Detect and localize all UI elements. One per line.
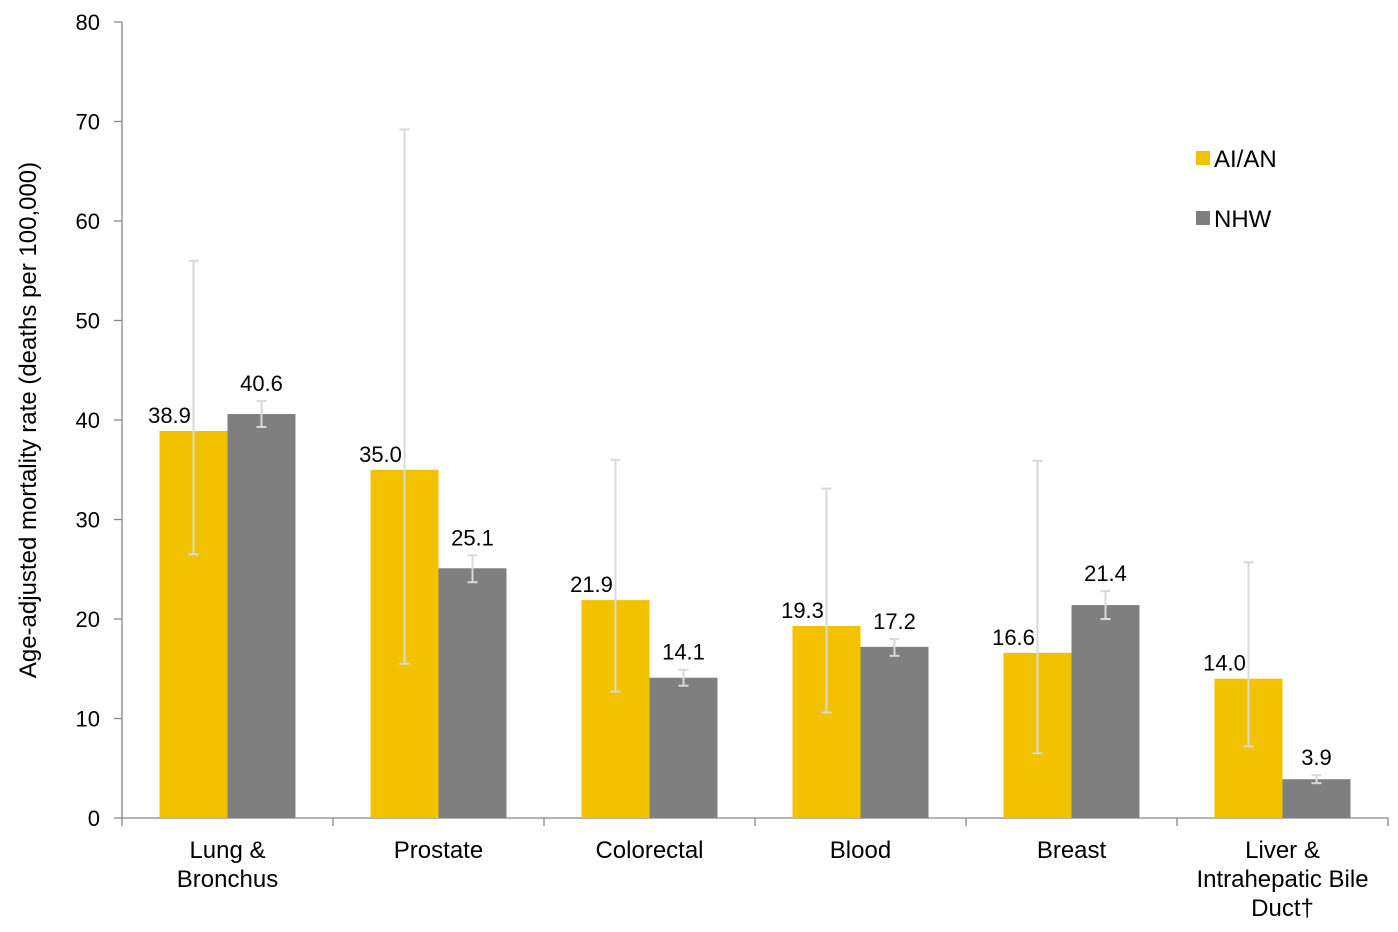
- legend: AI/AN NHW: [1196, 146, 1277, 233]
- y-tick-label: 20: [76, 607, 100, 632]
- x-category-label-line: Liver &: [1245, 837, 1320, 864]
- data-label: 14.0: [1203, 651, 1246, 676]
- data-label: 21.4: [1084, 561, 1127, 586]
- y-tick-label: 40: [76, 408, 100, 433]
- axes: 0 10 20 30 40 50 60 70 80 Lung & Bronchus Prostate C…: [15, 10, 1389, 922]
- x-category-label-line: Bronchus: [177, 866, 278, 893]
- y-tick-label: 50: [76, 309, 100, 334]
- error-bars: [188, 128, 1322, 785]
- x-category-label: Blood: [830, 837, 891, 864]
- data-label: 21.9: [570, 572, 613, 597]
- y-tick-label: 10: [76, 707, 100, 732]
- y-axis-title: Age-adjusted mortality rate (deaths per …: [15, 162, 42, 678]
- bar-nhw: [649, 677, 718, 818]
- x-category-label: Prostate: [394, 837, 483, 864]
- y-tick-label: 0: [88, 806, 100, 831]
- y-tick-label: 80: [76, 10, 100, 35]
- data-label: 19.3: [781, 598, 824, 623]
- data-label: 25.1: [451, 525, 494, 550]
- legend-swatch: [1196, 211, 1210, 225]
- x-category-label: Liver & Intrahepatic Bile Duct†: [1196, 837, 1368, 922]
- data-label: 38.9: [148, 403, 191, 428]
- x-category-label-line: Breast: [1037, 837, 1107, 864]
- legend-label: NHW: [1214, 206, 1272, 233]
- x-category-label: Lung & Bronchus: [177, 837, 278, 893]
- x-category-label-line: Blood: [830, 837, 891, 864]
- bar-nhw: [860, 646, 929, 818]
- x-category-label-line: Prostate: [394, 837, 483, 864]
- x-category-label-line: Duct†: [1251, 895, 1314, 922]
- x-category-label: Colorectal: [595, 837, 703, 864]
- data-label: 3.9: [1301, 745, 1332, 770]
- y-tick-label: 70: [76, 110, 100, 135]
- bar-nhw: [227, 414, 296, 818]
- data-label: 14.1: [662, 640, 705, 665]
- y-tick-label: 30: [76, 508, 100, 533]
- data-label: 16.6: [992, 625, 1035, 650]
- data-labels: 38.9 35.0 21.9 19.3 16.6 14.0 40.6 25.1 14.1 17.2…: [148, 371, 1332, 770]
- x-category-label-line: Intrahepatic Bile: [1196, 866, 1368, 893]
- x-category-label-line: Lung &: [189, 837, 265, 864]
- bars: [159, 414, 1351, 818]
- legend-swatch: [1196, 151, 1210, 165]
- x-category-label-line: Colorectal: [595, 837, 703, 864]
- legend-label: AI/AN: [1214, 146, 1277, 173]
- bar-nhw: [438, 568, 507, 818]
- data-label: 40.6: [240, 371, 283, 396]
- y-tick-label: 60: [76, 209, 100, 234]
- x-category-label: Breast: [1037, 837, 1107, 864]
- data-label: 17.2: [873, 609, 916, 634]
- data-label: 35.0: [359, 442, 402, 467]
- bar-nhw: [1282, 779, 1351, 818]
- bar-nhw: [1071, 605, 1140, 818]
